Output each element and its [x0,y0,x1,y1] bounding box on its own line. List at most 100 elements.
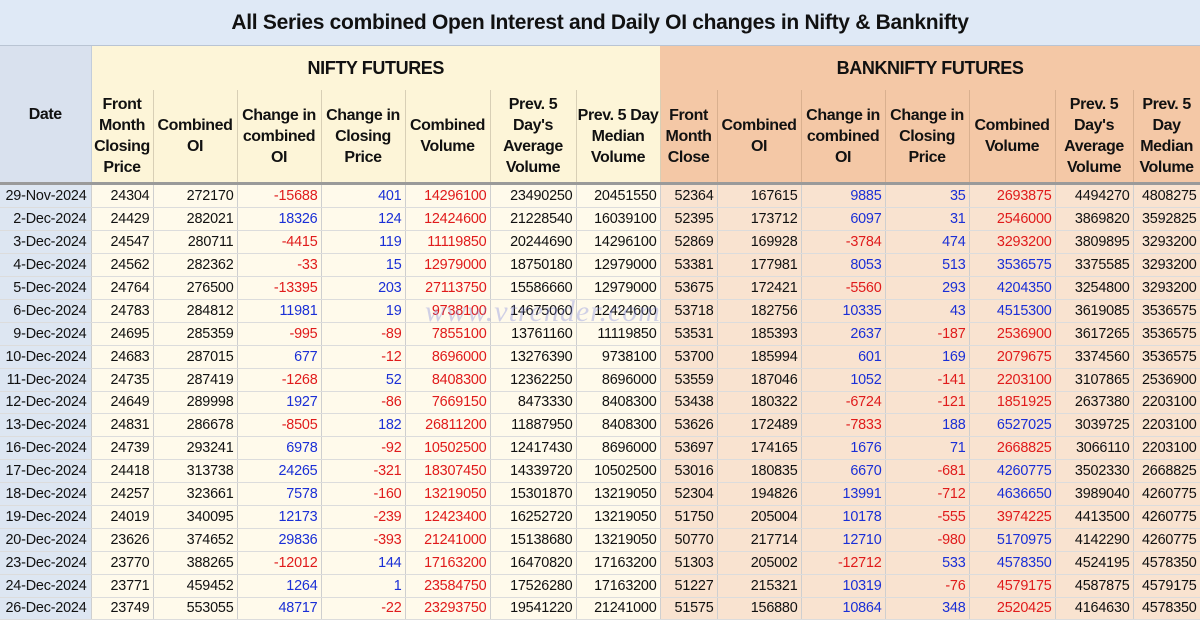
nifty-cell: 24019 [91,505,154,529]
nifty-cell: 15586660 [490,276,577,300]
nifty-cell: 14675060 [490,299,577,323]
nifty-cell: 323661 [153,482,238,506]
nifty-cell: 14339720 [490,459,577,484]
date-cell: 4-Dec-2024 [0,253,92,278]
date-cell: 6-Dec-2024 [0,299,92,323]
nifty-cell: 287015 [153,345,238,369]
bank-cell: 2668825 [1133,459,1200,484]
nifty-cell: 13219050 [405,482,491,506]
bank-cell: 4524195 [1055,551,1134,575]
nifty-cell: 203 [321,276,406,300]
nifty-cell: 23771 [91,574,154,598]
nifty-cell: 27113750 [405,276,491,300]
nifty-cell: 24265 [237,459,322,484]
nifty-cell: 26811200 [405,413,491,438]
bank-cell: 3375585 [1055,253,1134,278]
bank-cell: 4164630 [1055,597,1134,621]
nifty-cell: 182 [321,413,406,438]
nifty-cell: 10502500 [405,436,491,461]
bank-cell: 51750 [660,505,718,529]
nifty-cell: 12423400 [405,505,491,529]
bank-cell: 3107865 [1055,368,1134,392]
nifty-cell: 9738100 [405,299,491,323]
nifty-cell: 13219050 [576,482,661,506]
bank-cell: 3374560 [1055,345,1134,369]
bank-cell: 2637380 [1055,391,1134,415]
bank-cell: 50770 [660,528,718,552]
nifty-cell: 23490250 [490,185,577,209]
nifty-cell: 388265 [153,551,238,575]
nifty-cell: 14296100 [405,185,491,209]
bank-cell: 6670 [801,459,886,484]
date-cell: 26-Dec-2024 [0,597,92,621]
table-row: 12-Dec-2024 24649 289998 1927 -86 7669150 8473… [0,391,1200,415]
nifty-cell: -4415 [237,230,322,255]
date-cell: 18-Dec-2024 [0,482,92,506]
nifty-cell: -239 [321,505,406,529]
nifty-cell: 8473330 [490,391,577,415]
table-row: 3-Dec-2024 24547 280711 -4415 119 11119850 202… [0,230,1200,255]
nifty-cell: -22 [321,597,406,621]
nifty-cell: 18750180 [490,253,577,278]
nifty-cell: 374652 [153,528,238,552]
nifty-cell: 16470820 [490,551,577,575]
bank-cell: 51303 [660,551,718,575]
bank-cell: 185393 [717,322,802,346]
bank-cell: 173712 [717,207,802,232]
table-row: 5-Dec-2024 24764 276500 -13395 203 27113750 15… [0,276,1200,300]
nifty-cell: -33 [237,253,322,278]
nifty-cell: 24764 [91,276,154,300]
table-row: 20-Dec-2024 23626 374652 29836 -393 21241000 1… [0,528,1200,552]
bank-cell: 10178 [801,505,886,529]
bank-cell: 2546000 [969,207,1056,232]
bank-cell: 6097 [801,207,886,232]
bank-cell: 187046 [717,368,802,392]
table-row: 4-Dec-2024 24562 282362 -33 15 12979000 187501… [0,253,1200,278]
bank-cell: 205004 [717,505,802,529]
nifty-cell: 24683 [91,345,154,369]
nifty-cell: 24735 [91,368,154,392]
date-cell: 29-Nov-2024 [0,185,92,209]
bank-cell: 4578350 [1133,597,1200,621]
bank-cell: 51575 [660,597,718,621]
nifty-cell: 24831 [91,413,154,438]
bank-cell: 172421 [717,276,802,300]
bank-cell: 533 [885,551,970,575]
bank-cell: 4260775 [1133,505,1200,529]
bank-cell: -6724 [801,391,886,415]
bank-cell: 3066110 [1055,436,1134,461]
bank-cell: 12710 [801,528,886,552]
nifty-cell: 24739 [91,436,154,461]
bank-cell: 3293200 [1133,276,1200,300]
nifty-cell: 401 [321,185,406,209]
bank-cell: 3536575 [1133,322,1200,346]
table-row: 10-Dec-2024 24683 287015 677 -12 8696000 13276… [0,345,1200,369]
nifty-cell: 1927 [237,391,322,415]
nifty-cell: 14296100 [576,230,661,255]
bank-cell: -681 [885,459,970,484]
bank-cell: 53675 [660,276,718,300]
nifty-cell: 276500 [153,276,238,300]
bank-cell: 13991 [801,482,886,506]
nifty-cell: 15 [321,253,406,278]
nifty-cell: 48717 [237,597,322,621]
nifty-cell: 12979000 [405,253,491,278]
nifty-cell: 286678 [153,413,238,438]
nifty-col-header: Prev. 5 Day Median Volume [576,90,661,182]
nifty-cell: 12362250 [490,368,577,392]
nifty-cell: 124 [321,207,406,232]
bank-cell: 180835 [717,459,802,484]
nifty-cell: 23749 [91,597,154,621]
bank-cell: 4578350 [969,551,1056,575]
nifty-cell: 8696000 [576,436,661,461]
nifty-cell: 12424600 [576,299,661,323]
nifty-cell: 8696000 [576,368,661,392]
nifty-cell: 23626 [91,528,154,552]
bank-cell: -12712 [801,551,886,575]
bank-cell: 167615 [717,185,802,209]
nifty-cell: 289998 [153,391,238,415]
table-row: 16-Dec-2024 24739 293241 6978 -92 10502500 124… [0,436,1200,461]
date-cell: 24-Dec-2024 [0,574,92,598]
nifty-cell: 12979000 [576,253,661,278]
bank-cell: 188 [885,413,970,438]
